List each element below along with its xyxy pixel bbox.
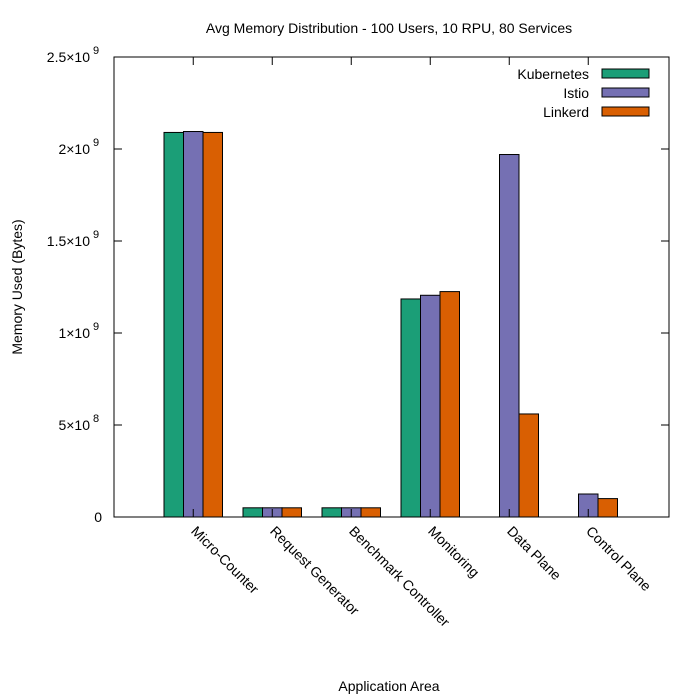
bar-kubernetes-1 [242, 507, 263, 518]
plot-frame [113, 56, 670, 518]
legend-swatch-kubernetes [601, 68, 650, 79]
y-tick-label: 1.5×10 [47, 233, 90, 249]
bar-linkerd-4 [518, 413, 539, 518]
chart-title: Avg Memory Distribution - 100 Users, 10 … [206, 20, 572, 36]
x-axis-label: Application Area [338, 678, 439, 694]
bar-linkerd-1 [281, 507, 302, 518]
legend: Kubernetes Istio Linkerd [517, 66, 650, 120]
x-tick-label: Data Plane [504, 523, 564, 583]
bar-kubernetes-0 [163, 131, 184, 518]
y-tick-label: 5×10 [58, 417, 90, 433]
legend-label-kubernetes: Kubernetes [517, 66, 589, 82]
y-axis: 05×10 81×10 91.5×10 92×10 92.5×10 9 [47, 45, 669, 525]
y-tick-label: 2×10 [58, 141, 90, 157]
bar-linkerd-5 [597, 498, 618, 518]
y-axis-label: Memory Used (Bytes) [9, 219, 25, 354]
legend-swatch-istio [601, 87, 650, 98]
legend-label-istio: Istio [563, 85, 589, 101]
y-tick-label: 0 [94, 509, 102, 525]
bar-istio-0 [183, 131, 204, 518]
y-tick-exponent: 9 [93, 321, 99, 333]
y-tick-exponent: 8 [93, 413, 99, 425]
x-tick-label: Micro-Counter [188, 523, 262, 597]
y-tick-exponent: 9 [93, 137, 99, 149]
legend-label-linkerd: Linkerd [543, 104, 589, 120]
x-tick-label: Monitoring [425, 523, 483, 581]
y-tick-label: 2.5×10 [47, 49, 90, 65]
bar-linkerd-0 [202, 131, 223, 518]
bar-linkerd-2 [360, 507, 381, 518]
bar-kubernetes-3 [400, 298, 421, 518]
bar-istio-4 [499, 154, 520, 518]
bars-group [163, 131, 618, 518]
y-tick-exponent: 9 [93, 45, 99, 57]
y-tick-label: 1×10 [58, 325, 90, 341]
bar-linkerd-3 [439, 291, 460, 518]
y-tick-exponent: 9 [93, 229, 99, 241]
bar-istio-3 [420, 294, 441, 518]
bar-kubernetes-2 [321, 507, 342, 518]
legend-swatch-linkerd [601, 106, 650, 117]
x-tick-label: Request Generator [267, 523, 363, 619]
x-tick-label: Control Plane [583, 523, 654, 594]
